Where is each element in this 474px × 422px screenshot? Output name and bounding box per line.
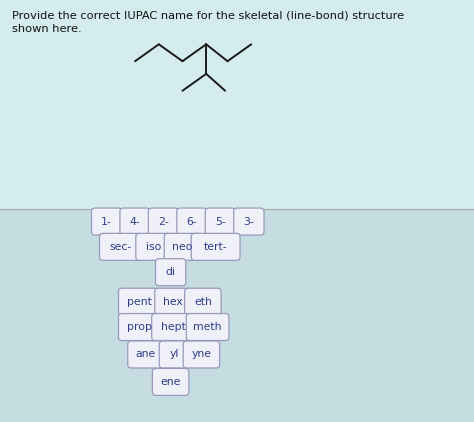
FancyBboxPatch shape	[120, 208, 150, 235]
FancyBboxPatch shape	[136, 233, 173, 260]
Text: di: di	[165, 267, 176, 277]
Text: meth: meth	[193, 322, 222, 332]
FancyBboxPatch shape	[118, 314, 161, 341]
FancyBboxPatch shape	[152, 368, 189, 395]
Text: ane: ane	[136, 349, 156, 360]
Text: 3-: 3-	[244, 216, 254, 227]
FancyBboxPatch shape	[155, 288, 191, 315]
FancyBboxPatch shape	[155, 259, 186, 286]
FancyBboxPatch shape	[205, 208, 236, 235]
FancyBboxPatch shape	[100, 233, 142, 260]
Text: Provide the correct IUPAC name for the skeletal (line-bond) structure
shown here: Provide the correct IUPAC name for the s…	[12, 11, 404, 34]
Bar	[0, 0, 474, 209]
Text: pent: pent	[128, 297, 152, 307]
Text: eth: eth	[194, 297, 212, 307]
FancyBboxPatch shape	[118, 288, 161, 315]
Text: prop: prop	[128, 322, 152, 332]
FancyBboxPatch shape	[177, 208, 207, 235]
Text: 2-: 2-	[158, 216, 169, 227]
Text: hept: hept	[161, 322, 185, 332]
FancyBboxPatch shape	[152, 314, 194, 341]
Bar	[0, 209, 474, 422]
FancyBboxPatch shape	[91, 208, 122, 235]
FancyBboxPatch shape	[184, 288, 221, 315]
Text: 5-: 5-	[215, 216, 226, 227]
FancyBboxPatch shape	[148, 208, 179, 235]
Text: iso: iso	[146, 242, 162, 252]
Text: hex: hex	[163, 297, 183, 307]
FancyBboxPatch shape	[186, 314, 229, 341]
Text: yl: yl	[170, 349, 179, 360]
Text: ene: ene	[161, 377, 181, 387]
Text: 4-: 4-	[130, 216, 140, 227]
FancyBboxPatch shape	[164, 233, 201, 260]
Text: yne: yne	[191, 349, 211, 360]
Text: sec-: sec-	[110, 242, 132, 252]
Text: tert-: tert-	[204, 242, 228, 252]
FancyBboxPatch shape	[234, 208, 264, 235]
Text: 6-: 6-	[187, 216, 197, 227]
FancyBboxPatch shape	[191, 233, 240, 260]
Text: 1-: 1-	[101, 216, 112, 227]
Text: neo: neo	[173, 242, 192, 252]
FancyBboxPatch shape	[128, 341, 164, 368]
FancyBboxPatch shape	[183, 341, 219, 368]
FancyBboxPatch shape	[159, 341, 190, 368]
